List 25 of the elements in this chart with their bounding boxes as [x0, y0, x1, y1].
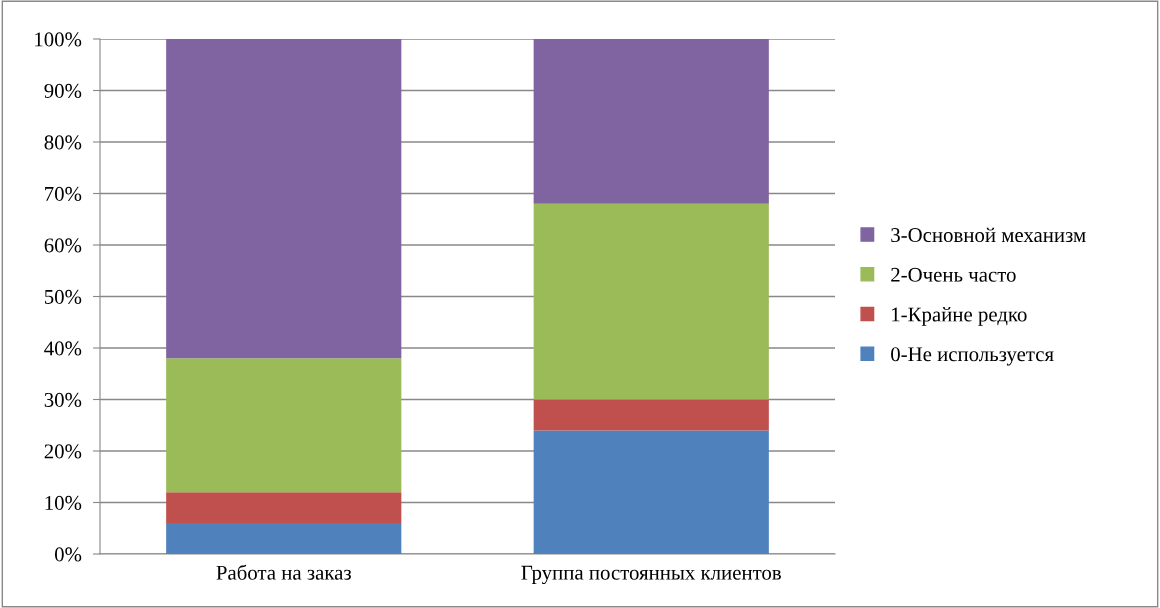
- bar: [533, 430, 769, 554]
- bar: [533, 39, 769, 204]
- y-tick-label: 60%: [44, 238, 82, 253]
- x-tick-label: Работа на заказ: [216, 564, 351, 580]
- y-tick-label: 90%: [44, 83, 82, 98]
- y-tick-label: 0%: [54, 547, 82, 562]
- x-tick-label: Группа постоянных клиентов: [521, 565, 781, 584]
- bar: [166, 358, 402, 493]
- bar: [533, 399, 769, 431]
- bar: [166, 39, 402, 359]
- y-tick-label: 80%: [44, 135, 82, 150]
- y-tick-label: 10%: [45, 495, 82, 510]
- bar: [166, 523, 402, 554]
- y-tick-label: 20%: [44, 444, 82, 459]
- legend-label: 1-Крайне редко: [892, 307, 1027, 326]
- bar: [533, 203, 769, 400]
- legend-label: 2-Очень часто: [891, 267, 1016, 282]
- legend-label: 0-Не используется: [891, 347, 1054, 366]
- legend-label: 3-Основной механизм: [891, 227, 1086, 243]
- y-tick-label: 70%: [45, 186, 82, 201]
- y-tick-label: 100%: [35, 32, 82, 47]
- y-tick-label: 50%: [44, 289, 82, 304]
- y-tick-label: 40%: [44, 341, 82, 356]
- y-tick-label: 30%: [44, 392, 82, 407]
- bar: [166, 492, 402, 524]
